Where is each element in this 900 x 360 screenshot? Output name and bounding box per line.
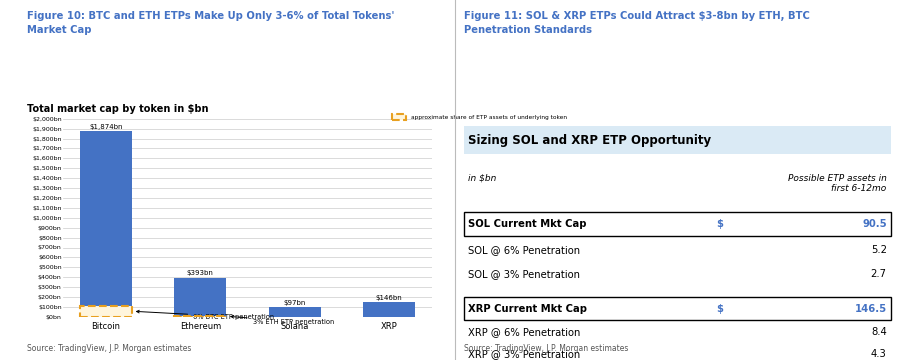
Text: 3% ETH ETP penetration: 3% ETH ETP penetration bbox=[231, 315, 334, 325]
Text: Possible ETP assets in
first 6-12mo: Possible ETP assets in first 6-12mo bbox=[788, 174, 886, 193]
Bar bbox=[80, 306, 131, 317]
FancyBboxPatch shape bbox=[464, 126, 891, 154]
FancyBboxPatch shape bbox=[464, 297, 891, 320]
Text: $: $ bbox=[716, 303, 724, 314]
Text: $393bn: $393bn bbox=[187, 270, 213, 276]
Bar bbox=[364, 302, 415, 317]
Text: 2.7: 2.7 bbox=[870, 269, 886, 279]
Bar bbox=[175, 316, 226, 317]
Text: Figure 10: BTC and ETH ETPs Make Up Only 3-6% of Total Tokens'
Market Cap: Figure 10: BTC and ETH ETPs Make Up Only… bbox=[27, 11, 394, 35]
FancyBboxPatch shape bbox=[464, 212, 891, 236]
Text: Source: TradingView, J.P. Morgan estimates: Source: TradingView, J.P. Morgan estimat… bbox=[27, 344, 192, 353]
Legend: approximate share of ETP assets of underlying token: approximate share of ETP assets of under… bbox=[390, 112, 570, 122]
Text: XRP @ 3% Penetration: XRP @ 3% Penetration bbox=[468, 349, 580, 359]
Bar bbox=[175, 278, 226, 317]
Text: $146bn: $146bn bbox=[376, 295, 402, 301]
Text: $97bn: $97bn bbox=[284, 300, 306, 306]
Bar bbox=[80, 131, 131, 317]
Text: SOL @ 3% Penetration: SOL @ 3% Penetration bbox=[468, 269, 580, 279]
Text: Sizing SOL and XRP ETP Opportunity: Sizing SOL and XRP ETP Opportunity bbox=[468, 134, 711, 147]
Text: XRP @ 6% Penetration: XRP @ 6% Penetration bbox=[468, 327, 580, 337]
Text: 4.3: 4.3 bbox=[871, 349, 886, 359]
Text: 8.4: 8.4 bbox=[871, 327, 886, 337]
Text: 90.5: 90.5 bbox=[862, 219, 886, 229]
Text: SOL Current Mkt Cap: SOL Current Mkt Cap bbox=[468, 219, 586, 229]
Text: 146.5: 146.5 bbox=[855, 303, 886, 314]
Text: Source: TradingView, J.P. Morgan estimates: Source: TradingView, J.P. Morgan estimat… bbox=[464, 344, 628, 353]
Text: Total market cap by token in $bn: Total market cap by token in $bn bbox=[27, 104, 209, 114]
Text: Figure 11: SOL & XRP ETPs Could Attract $3-8bn by ETH, BTC
Penetration Standards: Figure 11: SOL & XRP ETPs Could Attract … bbox=[464, 11, 809, 35]
Text: $: $ bbox=[716, 219, 724, 229]
Text: SOL @ 6% Penetration: SOL @ 6% Penetration bbox=[468, 245, 580, 255]
Text: 6% BTC ETP penetration: 6% BTC ETP penetration bbox=[137, 310, 274, 320]
Text: in $bn: in $bn bbox=[468, 174, 496, 183]
Text: 5.2: 5.2 bbox=[870, 245, 886, 255]
Bar bbox=[269, 307, 320, 317]
Text: XRP Current Mkt Cap: XRP Current Mkt Cap bbox=[468, 303, 587, 314]
Text: $1,874bn: $1,874bn bbox=[89, 124, 122, 130]
